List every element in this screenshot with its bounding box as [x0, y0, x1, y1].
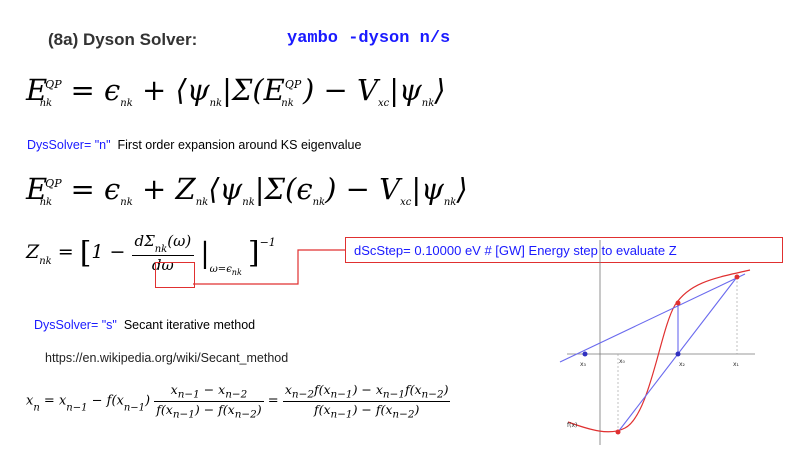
- connector-line: [193, 249, 345, 285]
- dyssolver-n-key: DysSolver= "n": [27, 138, 111, 152]
- label-x0: x₀: [619, 358, 626, 365]
- label-fx: f(x): [567, 422, 577, 429]
- dw-highlight-box: [155, 262, 195, 288]
- command-text: yambo -dyson n/s: [287, 29, 451, 48]
- dscstep-box: dScStep= 0.10000 eV # [GW] Energy step t…: [345, 237, 783, 263]
- function-curve: [567, 269, 751, 433]
- dyssolver-s-note: DysSolver= "s" Secant iterative method: [34, 318, 255, 332]
- label-x3: x₃: [580, 361, 587, 368]
- root-point: [582, 351, 588, 357]
- dyssolver-s-desc: Secant iterative method: [123, 318, 256, 332]
- root-point: [675, 351, 681, 357]
- secant-equation: xn = xn−1 − f(xn−1) xn−1 − xn−2 f(xn−1) −…: [26, 382, 451, 420]
- dyssolver-n-desc: First order expansion around KS eigenval…: [117, 138, 362, 152]
- curve-point: [675, 300, 681, 306]
- curve-point: [615, 429, 621, 435]
- secant-url: https://en.wikipedia.org/wiki/Secant_met…: [45, 351, 289, 365]
- page-title: (8a) Dyson Solver:: [48, 30, 198, 49]
- z-factor-equation: Znk = [1 − dΣnk(ω) dω |ω=ϵnk ]−1: [26, 232, 276, 277]
- label-x1: x₁: [733, 361, 740, 368]
- dyssolver-n-note: DysSolver= "n" First order expansion aro…: [27, 138, 361, 152]
- qp-equation-linear: EQPnk = ϵnk + Znk⟨ψnk|Σ(ϵnk) − Vxc|ψnk⟩: [26, 172, 468, 208]
- curve-point: [734, 274, 740, 280]
- dyssolver-s-key: DysSolver= "s": [34, 318, 117, 332]
- label-x2: x₂: [679, 361, 686, 368]
- secant-line-1: [559, 273, 746, 363]
- qp-equation-full: EQPnk = ϵnk + ⟨ψnk|Σ(EQPnk ) − Vxc|ψnk⟩: [26, 73, 446, 109]
- secant-diagram: x₃ x₀ x₂ x₁ f(x): [559, 240, 755, 445]
